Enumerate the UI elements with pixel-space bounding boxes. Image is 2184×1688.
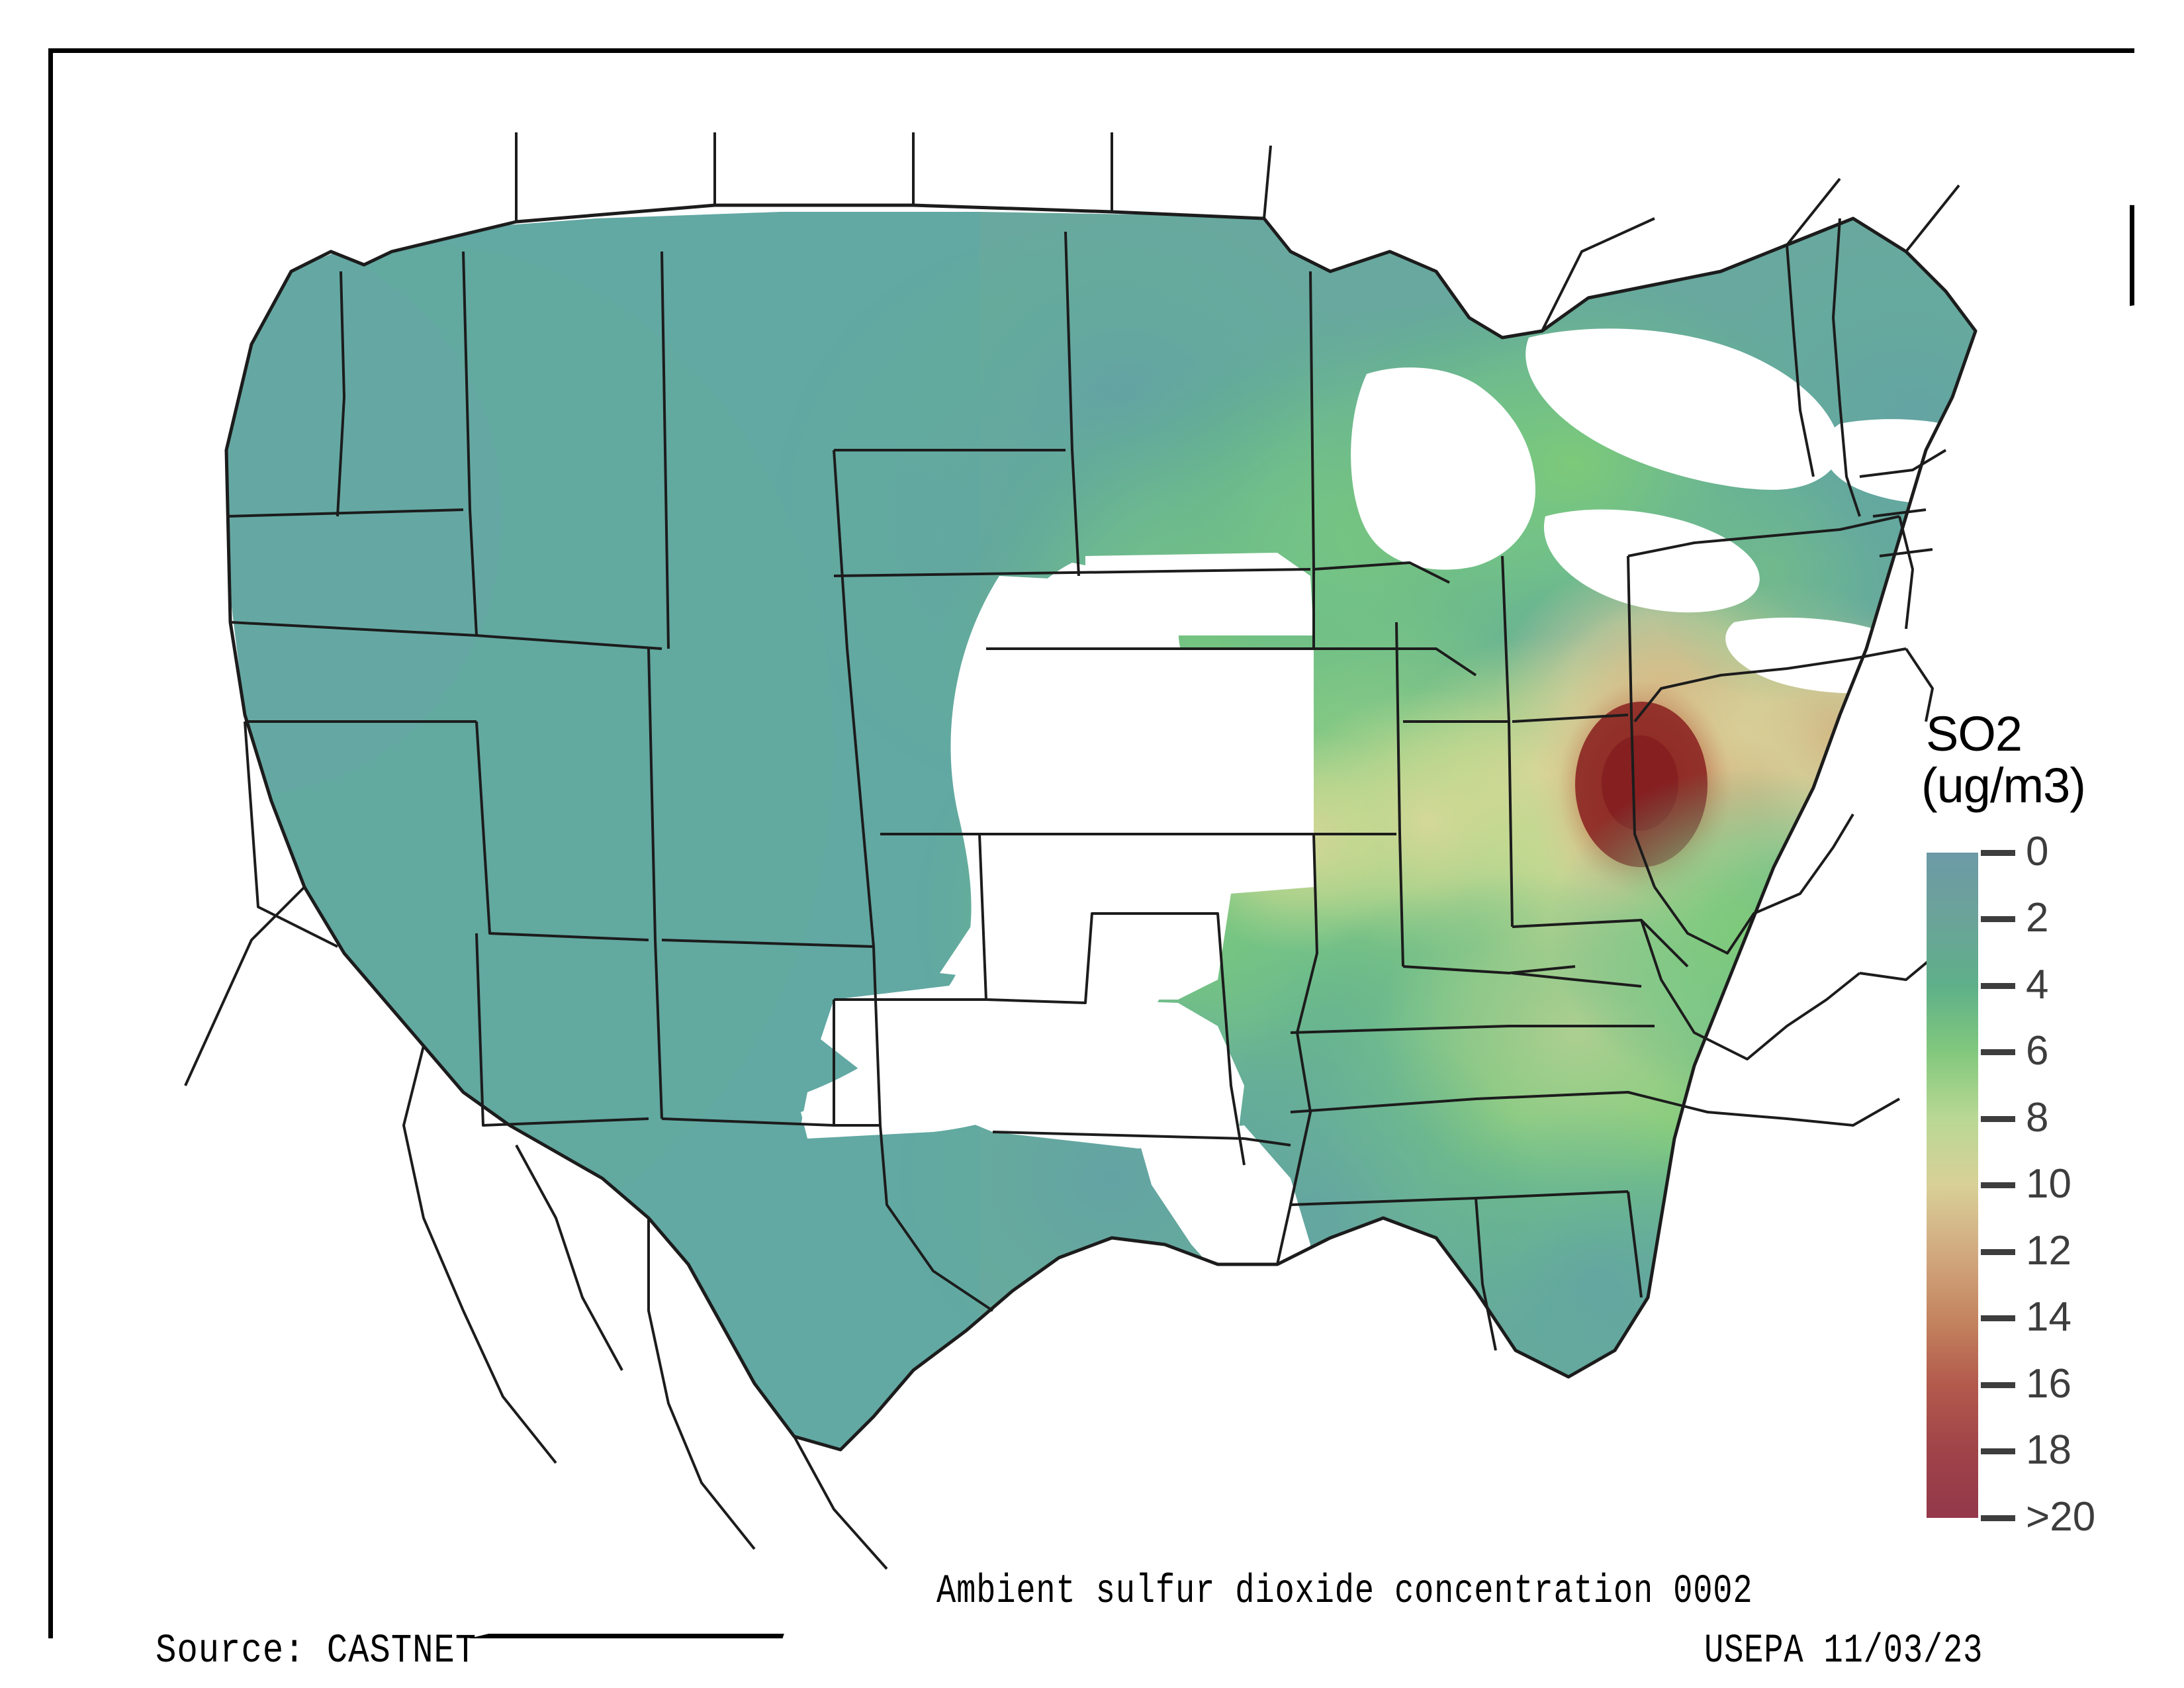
caption-source: Source: CASTNET: [156, 1628, 477, 1674]
colorbar-gradient: [1927, 853, 1978, 1518]
colorbar-wrapper: 0 2 4 6 8 10 12 14 16 18 >20: [1927, 829, 2165, 1540]
legend: SO2 (ug/m3) 0 2 4 6 8 10 12 14 16 18 >20: [1889, 708, 2181, 1556]
caption-title: Ambient sulfur dioxide concentration 000…: [936, 1569, 1753, 1615]
tick-mark-icon: [1981, 1115, 2015, 1122]
map-canvas: [53, 53, 2139, 1643]
us-choropleth-map: [53, 53, 2139, 1643]
legend-title-units: (ug/m3): [1921, 758, 2086, 813]
tick-label: 16: [2026, 1360, 2071, 1407]
tick-mark-icon: [1981, 1515, 2015, 1521]
tick-mark-icon: [1981, 1315, 2015, 1321]
tick-mark-icon: [1981, 982, 2015, 989]
tick-mark-icon: [1981, 1182, 2015, 1188]
tick-label: 18: [2026, 1427, 2071, 1473]
tick-mark-icon: [1981, 1049, 2015, 1055]
tick-label: 4: [2026, 961, 2049, 1008]
tick-label: 6: [2026, 1028, 2049, 1074]
tick-mark-icon: [1981, 916, 2015, 922]
tick-mark-icon: [1981, 1248, 2015, 1255]
tick-mark-icon: [1981, 849, 2015, 856]
water-and-foreign-mask: [53, 53, 2139, 1643]
political-boundaries: [184, 132, 1978, 1570]
tick-label: 14: [2026, 1294, 2071, 1340]
tick-label: 0: [2026, 828, 2049, 874]
tick-mark-icon: [1981, 1448, 2015, 1454]
tick-label: 12: [2026, 1227, 2071, 1274]
tick-mark-icon: [1981, 1382, 2015, 1388]
tick-label: 8: [2026, 1094, 2049, 1141]
colorbar-ticks: 0 2 4 6 8 10 12 14 16 18 >20: [1978, 829, 2170, 1540]
tick-label: 10: [2026, 1161, 2071, 1207]
caption-agency-date: USEPA 11/03/23: [1704, 1628, 1983, 1674]
legend-title-species: SO2: [1926, 706, 2023, 761]
tick-label: >20: [2026, 1493, 2096, 1540]
tick-label: 2: [2026, 895, 2049, 941]
figure-frame: SO2 (ug/m3) 0 2 4 6 8 10 12 14 16 18 >20 Ambient s…: [48, 48, 2139, 1674]
